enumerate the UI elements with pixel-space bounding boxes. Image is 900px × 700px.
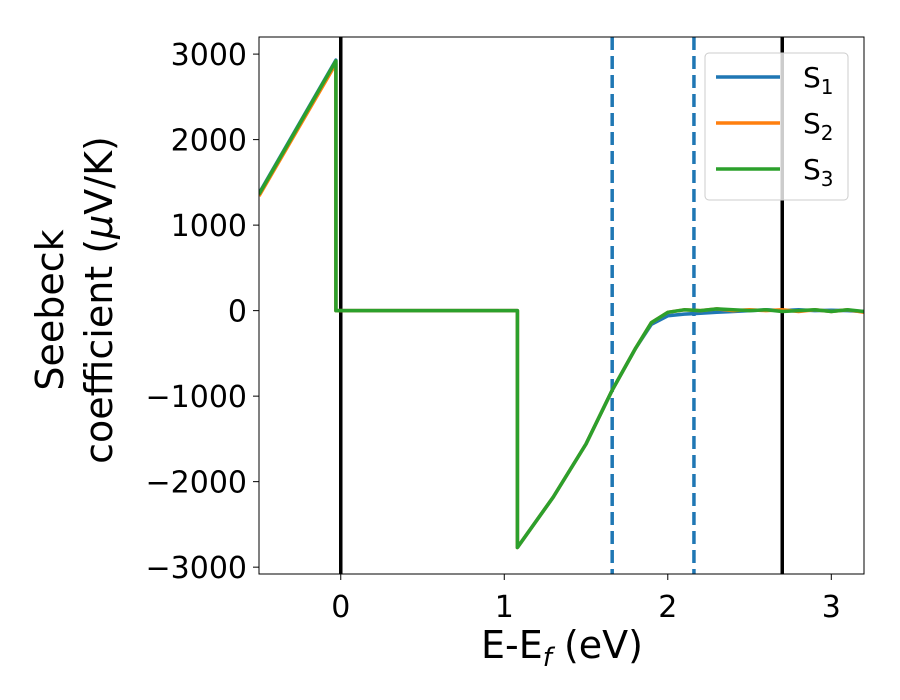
y-tick-label: −1000 xyxy=(146,380,247,415)
series-line-s3 xyxy=(259,59,864,550)
x-tick-label: 1 xyxy=(495,590,514,625)
y-axis-label-line2: coefficient (μV/K) xyxy=(77,136,121,464)
series-lines xyxy=(259,58,864,550)
y-tick-label: 1000 xyxy=(171,209,247,244)
y-tick-label: 0 xyxy=(228,295,247,330)
legend-label-s2: S2 xyxy=(803,107,834,145)
legend-frame xyxy=(704,52,849,201)
x-axis-label: E-Ef (eV) xyxy=(481,623,643,673)
y-axis-label-line1: Seebeck xyxy=(28,229,72,390)
y-tick-label: 3000 xyxy=(171,38,247,73)
y-axis-ticks: 3000 2000 1000 0 −1000 −2000 −3000 xyxy=(146,38,259,586)
x-axis-ticks: 0 1 2 3 xyxy=(331,574,841,625)
y-tick-label: −2000 xyxy=(146,466,247,501)
y-tick-label: 2000 xyxy=(171,124,247,159)
legend-label-s3: S3 xyxy=(803,153,834,191)
legend: S1 S2 S3 xyxy=(704,52,849,201)
x-tick-label: 0 xyxy=(331,590,350,625)
plot-frame xyxy=(258,36,865,575)
x-tick-label: 2 xyxy=(658,590,677,625)
x-tick-label: 3 xyxy=(822,590,841,625)
y-tick-label: −3000 xyxy=(146,551,247,586)
legend-label-s1: S1 xyxy=(803,61,834,99)
